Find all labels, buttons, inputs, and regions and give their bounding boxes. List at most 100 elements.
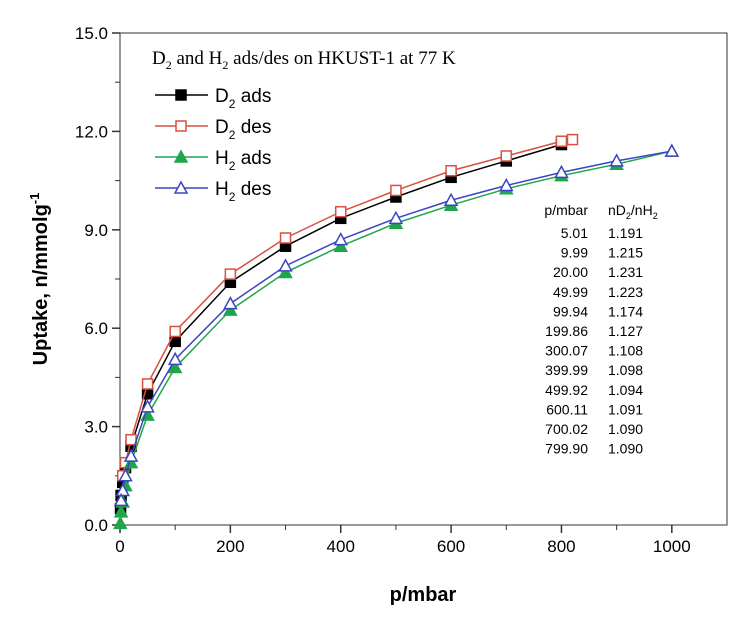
data-point <box>118 468 133 482</box>
x-tick-label: 800 <box>547 537 575 556</box>
pressure-cell: 99.94 <box>553 303 588 319</box>
ratio-cell: 1.127 <box>608 323 643 339</box>
y-axis-label: Uptake, n/mmolg-1 <box>27 193 52 366</box>
series-line <box>120 150 672 501</box>
data-point <box>609 153 624 167</box>
data-point <box>123 448 139 462</box>
legend-label: D2 ads <box>215 86 271 111</box>
y-tick-label: 9.0 <box>84 221 108 240</box>
ratio-cell: 1.091 <box>608 401 643 417</box>
pressure-cell: 9.99 <box>561 245 588 261</box>
table-header: p/mbar <box>544 202 588 218</box>
data-point <box>113 492 129 507</box>
legend-label: H2 des <box>215 179 271 204</box>
x-tick-label: 600 <box>437 537 465 556</box>
table-row: 199.86 1.127 <box>545 323 643 339</box>
pressure-cell: 600.11 <box>546 401 588 417</box>
chart-title: D2 and H2 ads/des on HKUST-1 at 77 K <box>152 48 456 72</box>
pressure-cell: 5.01 <box>561 225 588 241</box>
pressure-cell: 799.90 <box>545 441 588 457</box>
y-tick-label: 0.0 <box>84 516 108 535</box>
table-row: 300.07 1.108 <box>545 343 643 359</box>
legend-label: H2 ads <box>215 148 271 173</box>
pressure-cell: 49.99 <box>553 284 588 300</box>
ratio-cell: 1.108 <box>608 343 643 359</box>
legend-marker <box>175 89 187 101</box>
annotation-table: p/mbar nD2/nH2 5.01 1.191 9.99 1.215 20.00 1.23… <box>544 202 657 457</box>
series-d2-ads <box>114 138 568 515</box>
table-row: 499.92 1.094 <box>545 382 643 398</box>
pressure-cell: 300.07 <box>545 343 588 359</box>
legend-marker <box>175 120 187 132</box>
table-row: 399.99 1.098 <box>545 362 643 378</box>
data-point <box>443 192 459 207</box>
x-tick-label: 1000 <box>653 537 691 556</box>
data-point <box>113 515 128 530</box>
pressure-cell: 499.92 <box>545 382 588 398</box>
pressure-cell: 700.02 <box>545 421 588 437</box>
y-tick-label: 3.0 <box>84 418 108 437</box>
series-d2-des <box>117 133 579 482</box>
series-line <box>119 143 562 509</box>
data-point <box>223 296 238 310</box>
data-point <box>141 378 154 390</box>
ratio-cell: 1.223 <box>608 284 643 300</box>
data-point <box>499 177 514 192</box>
data-point <box>167 359 183 374</box>
table-header: nD2/nH2 <box>608 202 658 221</box>
legend-marker <box>173 149 189 163</box>
data-point <box>113 504 129 518</box>
x-tick-label: 400 <box>327 537 355 556</box>
y-tick-label: 12.0 <box>75 122 108 141</box>
ratio-cell: 1.098 <box>608 362 643 378</box>
pressure-cell: 199.86 <box>545 323 588 339</box>
y-tick-label: 6.0 <box>84 319 108 338</box>
legend-item: D2 des <box>155 117 271 142</box>
legend-item: D2 ads <box>155 86 271 111</box>
legend-item: H2 des <box>155 179 271 204</box>
pressure-cell: 399.99 <box>545 362 588 378</box>
data-point <box>500 150 513 162</box>
data-point <box>169 325 181 338</box>
data-point <box>390 184 402 197</box>
legend-marker <box>173 180 189 194</box>
ratio-cell: 1.231 <box>608 264 643 280</box>
ratio-cell: 1.090 <box>608 441 643 457</box>
ratio-cell: 1.174 <box>608 303 643 319</box>
data-point <box>554 164 569 179</box>
data-point <box>278 258 293 272</box>
data-point <box>223 302 238 316</box>
data-point <box>140 399 155 413</box>
ratio-cell: 1.090 <box>608 421 643 437</box>
table-row: 5.01 1.191 <box>561 225 643 241</box>
data-point <box>279 232 292 244</box>
data-point <box>555 135 568 147</box>
data-point <box>167 351 183 366</box>
legend-item: H2 ads <box>155 148 271 173</box>
ratio-cell: 1.094 <box>608 382 643 398</box>
pressure-cell: 20.00 <box>553 264 588 280</box>
x-tick-label: 0 <box>115 537 124 556</box>
ratio-cell: 1.215 <box>608 245 643 261</box>
table-row: 49.99 1.223 <box>553 284 643 300</box>
table-row: 99.94 1.174 <box>553 303 643 319</box>
data-point <box>278 264 293 279</box>
series-line <box>119 150 672 524</box>
table-row: 700.02 1.090 <box>545 421 643 437</box>
table-row: 600.11 1.091 <box>546 401 643 417</box>
legend-label: D2 des <box>215 117 271 142</box>
data-point <box>115 482 131 497</box>
data-point <box>125 433 137 446</box>
x-tick-label: 200 <box>216 537 244 556</box>
x-axis-label: p/mbar <box>390 584 457 606</box>
table-row: 799.90 1.090 <box>545 441 643 457</box>
series-h2-des <box>113 143 680 507</box>
data-point <box>566 133 579 146</box>
data-point <box>388 210 404 225</box>
y-tick-label: 15.0 <box>75 24 108 43</box>
table-row: 20.00 1.231 <box>553 264 643 280</box>
data-point <box>445 165 457 177</box>
data-point <box>333 238 348 252</box>
data-point <box>334 206 347 218</box>
